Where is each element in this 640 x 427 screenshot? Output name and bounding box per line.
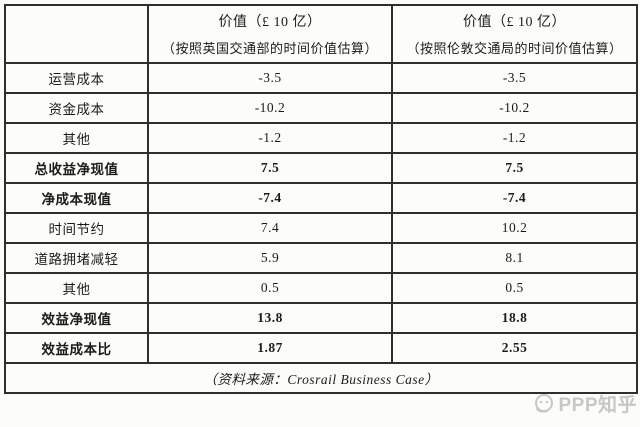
column-subtitle: （按照英国交通部的时间价值估算） [161,40,378,56]
row-value-tfl: 10.2 [391,212,638,244]
row-value-tfl: 2.55 [391,332,638,364]
table-footer: （资料来源：Crosrail Business Case） [4,362,638,394]
watermark-text: PPP知乎 [558,395,637,416]
row-label: 运营成本 [4,62,149,94]
table-row: 效益成本比 1.87 2.55 [4,332,638,364]
comparison-table: 价值（£ 10 亿） （按照英国交通部的时间价值估算） 价值（£ 10 亿） （… [4,4,638,394]
table-row: 其他 0.5 0.5 [4,272,638,304]
watermark: PPP知乎 [533,390,637,417]
header-cell-empty [4,4,149,64]
row-value-dft: 7.4 [147,212,393,244]
row-value-dft: -10.2 [147,92,393,124]
table-row: 资金成本 -10.2 -10.2 [4,92,638,124]
table-row: 净成本现值 -7.4 -7.4 [4,182,638,214]
header-row: 价值（£ 10 亿） （按照英国交通部的时间价值估算） 价值（£ 10 亿） （… [4,4,638,64]
row-label: 道路拥堵减轻 [4,242,149,274]
row-value-tfl: -1.2 [391,122,638,154]
row-label: 净成本现值 [4,182,149,214]
row-label: 时间节约 [4,212,149,244]
table-row: 时间节约 7.4 10.2 [4,212,638,244]
row-label: 效益成本比 [4,332,149,364]
row-label: 效益净现值 [4,302,149,334]
table-header: 价值（£ 10 亿） （按照英国交通部的时间价值估算） 价值（£ 10 亿） （… [4,4,638,64]
table-row: 道路拥堵减轻 5.9 8.1 [4,242,638,274]
row-value-tfl: 8.1 [391,242,638,274]
row-value-dft: 0.5 [147,272,393,304]
column-title: 价值（£ 10 亿） [463,15,566,31]
row-value-dft: -7.4 [147,182,393,214]
row-value-tfl: -10.2 [391,92,638,124]
row-value-tfl: 7.5 [391,152,638,184]
row-value-dft: -3.5 [147,62,393,94]
ppp-zhihu-logo-icon [533,393,555,415]
row-label: 资金成本 [4,92,149,124]
table-body: 运营成本 -3.5 -3.5 资金成本 -10.2 -10.2 其他 -1.2 -1.2 总收益净… [4,62,638,364]
row-value-tfl: -3.5 [391,62,638,94]
table-row: 效益净现值 13.8 18.8 [4,302,638,334]
row-value-dft: 1.87 [147,332,393,364]
row-value-tfl: 18.8 [391,302,638,334]
column-subtitle: （按照伦敦交通局的时间价值估算） [406,40,623,56]
source-note: （资料来源：Crosrail Business Case） [4,362,638,394]
header-cell-dft: 价值（£ 10 亿） （按照英国交通部的时间价值估算） [147,4,393,64]
table-row: 其他 -1.2 -1.2 [4,122,638,154]
source-row: （资料来源：Crosrail Business Case） [4,362,638,394]
row-label: 其他 [4,122,149,154]
row-value-dft: -1.2 [147,122,393,154]
row-label: 其他 [4,272,149,304]
row-label: 总收益净现值 [4,152,149,184]
column-title: 价值（£ 10 亿） [218,15,322,31]
row-value-tfl: -7.4 [391,182,638,214]
row-value-dft: 5.9 [147,242,393,274]
row-value-dft: 13.8 [147,302,393,334]
header-cell-tfl: 价值（£ 10 亿） （按照伦敦交通局的时间价值估算） [391,4,638,64]
row-value-dft: 7.5 [147,152,393,184]
table-row: 运营成本 -3.5 -3.5 [4,62,638,94]
table-row: 总收益净现值 7.5 7.5 [4,152,638,184]
row-value-tfl: 0.5 [391,272,638,304]
